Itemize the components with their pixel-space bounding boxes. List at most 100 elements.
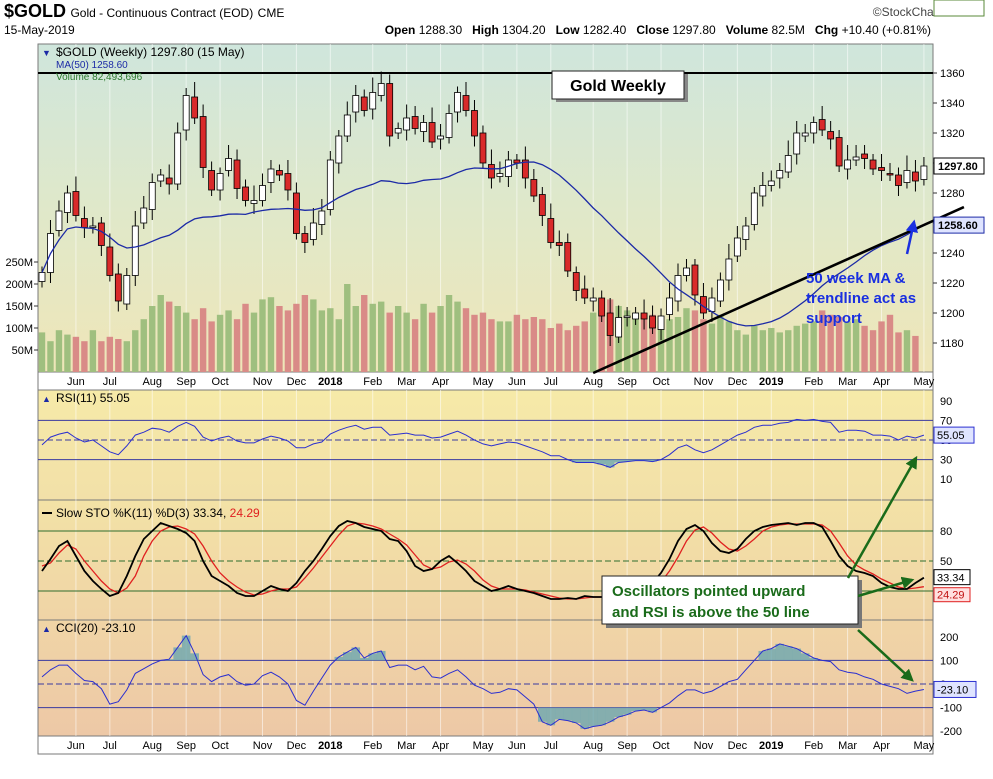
volume-bar xyxy=(818,310,826,372)
annotation-line: and RSI is above the 50 line xyxy=(612,604,810,621)
x-axis-label: Apr xyxy=(432,740,449,752)
rsi-oversold-fill xyxy=(639,459,649,461)
candle-body xyxy=(810,122,818,134)
volume-bar xyxy=(785,330,792,372)
oscillator-arrow-sto xyxy=(857,576,915,598)
volume-bar xyxy=(276,306,283,372)
candle-body xyxy=(844,159,851,170)
volume-bar xyxy=(445,295,453,372)
candle-body xyxy=(250,200,258,204)
oscillator-arrow-cci xyxy=(857,629,914,682)
candle-body xyxy=(691,264,699,296)
x-axis-label: Feb xyxy=(804,740,823,752)
volume-bar xyxy=(886,314,894,372)
cci-high-fill xyxy=(800,653,810,661)
candle-body xyxy=(437,135,444,140)
annotation-line: Oscillators pointed upward xyxy=(612,583,805,600)
cci-low-fill xyxy=(639,707,649,710)
candle-body xyxy=(148,182,156,210)
volume-bar xyxy=(411,319,419,372)
volume-bar xyxy=(64,334,71,372)
low-label: Low xyxy=(555,23,580,37)
candle-body xyxy=(140,207,148,224)
annotation-line: trendline act as xyxy=(806,290,916,307)
candle-body xyxy=(878,167,885,171)
cci-high-fill xyxy=(181,635,191,661)
cci-high-fill xyxy=(164,659,174,661)
x-axis-label: Dec xyxy=(728,740,748,752)
open-value: 1288.30 xyxy=(418,23,463,37)
volume-tick-label: 100M xyxy=(5,323,33,335)
cci-low-fill xyxy=(588,707,598,727)
candle-body xyxy=(411,116,419,129)
candle-body xyxy=(284,173,292,191)
volume-bar xyxy=(657,321,665,372)
rsi-oversold-fill xyxy=(614,459,623,463)
candle-body xyxy=(496,173,504,177)
candle-body xyxy=(903,170,911,183)
candle-body xyxy=(55,210,63,231)
x-axis-label: Oct xyxy=(212,376,229,388)
volume-bar xyxy=(734,330,741,372)
candle-body xyxy=(530,179,538,197)
cci-high-fill xyxy=(190,653,199,661)
ma-tag-text: 1258.60 xyxy=(938,220,978,232)
volume-bar xyxy=(199,308,207,372)
candle-body xyxy=(657,315,665,330)
cci-low-fill xyxy=(614,707,623,718)
volume-bar xyxy=(564,330,571,372)
x-axis-label: Dec xyxy=(287,376,307,388)
volume-bar xyxy=(683,308,690,372)
rsi-legend-toggle-icon[interactable]: ▲ xyxy=(42,394,51,404)
rsi-overbought-fill xyxy=(809,419,818,421)
cci-value-tag: -23.10 xyxy=(937,684,968,696)
x-axis-label: Dec xyxy=(728,376,748,388)
volume-bar xyxy=(674,317,682,372)
candle-body xyxy=(521,159,529,179)
rsi-oversold-fill xyxy=(580,459,590,463)
volume-bar xyxy=(759,330,766,372)
legend-toggle-icon[interactable]: ▼ xyxy=(42,48,51,58)
volume-bar xyxy=(233,319,241,372)
cci-high-fill xyxy=(173,647,182,661)
candle-body xyxy=(225,158,232,171)
volume-bar xyxy=(522,319,529,372)
candle-body xyxy=(335,135,343,164)
volume-bar xyxy=(700,319,707,372)
candle-body xyxy=(708,297,716,312)
x-axis-label: 2018 xyxy=(318,376,342,388)
price-tick-label: 1180 xyxy=(940,338,964,350)
candle-body xyxy=(216,173,224,191)
x-axis-strip-bottom xyxy=(37,735,934,755)
open-label: Open xyxy=(384,23,416,37)
price-tag-text: 1297.80 xyxy=(938,161,978,173)
candle-body xyxy=(750,192,758,225)
volume-bar xyxy=(369,303,376,372)
cci-high-fill xyxy=(766,648,776,661)
volume-bar xyxy=(912,335,919,372)
x-axis-label: Nov xyxy=(253,740,273,752)
chart-header: $GOLD Gold - Continuous Contract (EOD) C… xyxy=(4,1,284,22)
chg-value: +10.40 (+0.81%) xyxy=(841,23,931,37)
cci-high-fill xyxy=(368,653,378,661)
candle-body xyxy=(81,218,88,228)
candle-body xyxy=(649,315,656,329)
cci-low-fill xyxy=(648,707,657,713)
x-axis-label: Nov xyxy=(694,376,714,388)
high-label: High xyxy=(472,23,499,37)
support-trendline xyxy=(592,205,965,375)
candle-body xyxy=(276,170,283,176)
candle-body xyxy=(742,225,750,240)
cci-high-fill xyxy=(342,652,352,661)
volume-bar xyxy=(632,312,639,372)
candle-body xyxy=(242,186,249,201)
cci-legend-toggle-icon[interactable]: ▲ xyxy=(42,624,51,634)
candle-body xyxy=(869,159,877,170)
candle-body xyxy=(683,267,690,276)
candle-body xyxy=(301,233,309,243)
x-axis-label: Oct xyxy=(652,740,669,752)
volume-bar xyxy=(72,336,80,372)
candle-body xyxy=(360,96,368,111)
x-axis-label: Oct xyxy=(212,740,229,752)
